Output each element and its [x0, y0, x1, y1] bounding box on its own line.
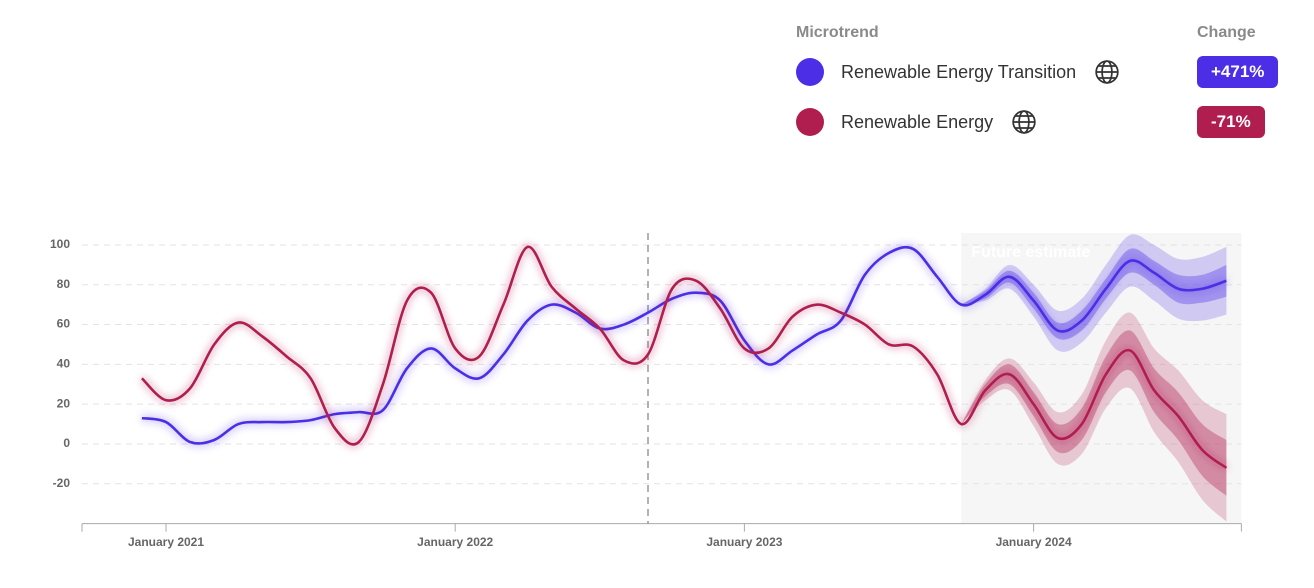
forecast-band	[961, 248, 1227, 340]
legend-dot	[796, 108, 824, 136]
y-tick-label: 0	[63, 436, 70, 450]
annotation: Future estimate	[971, 244, 1090, 261]
change-title: Change	[1197, 24, 1256, 41]
line	[141, 245, 1227, 445]
globe-icon[interactable]	[1011, 109, 1037, 135]
y-tick-label: 100	[50, 237, 70, 251]
forecast-band	[961, 312, 1227, 522]
line	[140, 245, 1228, 469]
legend-title: Microtrend	[796, 24, 879, 41]
x-tick-label: January 2022	[417, 535, 493, 549]
change-badge: +471%	[1197, 56, 1279, 88]
forecast-band	[961, 234, 1227, 352]
globe-icon[interactable]	[1094, 59, 1120, 85]
change-badge: -71%	[1197, 106, 1265, 138]
y-tick-label: 40	[57, 357, 71, 371]
legend-dot	[796, 58, 824, 86]
x-tick-label: January 2021	[128, 535, 204, 549]
y-tick-label: -20	[53, 476, 71, 490]
forecast-band	[961, 330, 1227, 496]
y-tick-label: 60	[57, 317, 71, 331]
y-tick-label: 20	[57, 396, 71, 410]
legend-row[interactable]: Renewable Energy	[796, 106, 1037, 138]
legend-label: Renewable Energy Transition	[841, 61, 1077, 82]
legend-label: Renewable Energy	[841, 111, 994, 132]
x-tick-label: January 2024	[996, 535, 1072, 549]
y-tick-label: 80	[57, 277, 71, 291]
x-tick-label: January 2023	[706, 535, 782, 549]
legend-row[interactable]: Renewable Energy Transition	[796, 56, 1120, 88]
